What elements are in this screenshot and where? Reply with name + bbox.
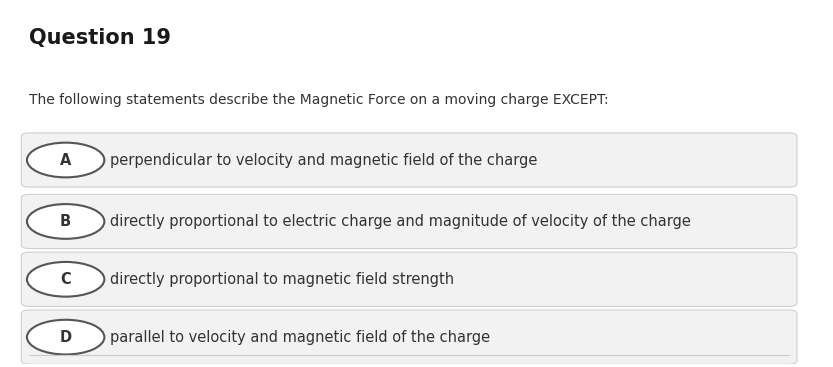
Text: B: B xyxy=(60,214,72,229)
FancyBboxPatch shape xyxy=(22,133,797,187)
Text: C: C xyxy=(60,272,71,287)
FancyBboxPatch shape xyxy=(22,195,797,248)
Text: D: D xyxy=(60,330,72,345)
Circle shape xyxy=(27,262,104,297)
Circle shape xyxy=(27,320,104,355)
FancyBboxPatch shape xyxy=(22,252,797,306)
Circle shape xyxy=(27,143,104,177)
Text: Question 19: Question 19 xyxy=(29,28,172,48)
FancyBboxPatch shape xyxy=(22,310,797,364)
Text: A: A xyxy=(60,153,72,167)
Circle shape xyxy=(27,204,104,239)
Text: perpendicular to velocity and magnetic field of the charge: perpendicular to velocity and magnetic f… xyxy=(110,153,537,167)
Text: directly proportional to electric charge and magnitude of velocity of the charge: directly proportional to electric charge… xyxy=(110,214,691,229)
Text: directly proportional to magnetic field strength: directly proportional to magnetic field … xyxy=(110,272,454,287)
Text: parallel to velocity and magnetic field of the charge: parallel to velocity and magnetic field … xyxy=(110,330,490,345)
Text: The following statements describe the Magnetic Force on a moving charge EXCEPT:: The following statements describe the Ma… xyxy=(29,93,609,107)
